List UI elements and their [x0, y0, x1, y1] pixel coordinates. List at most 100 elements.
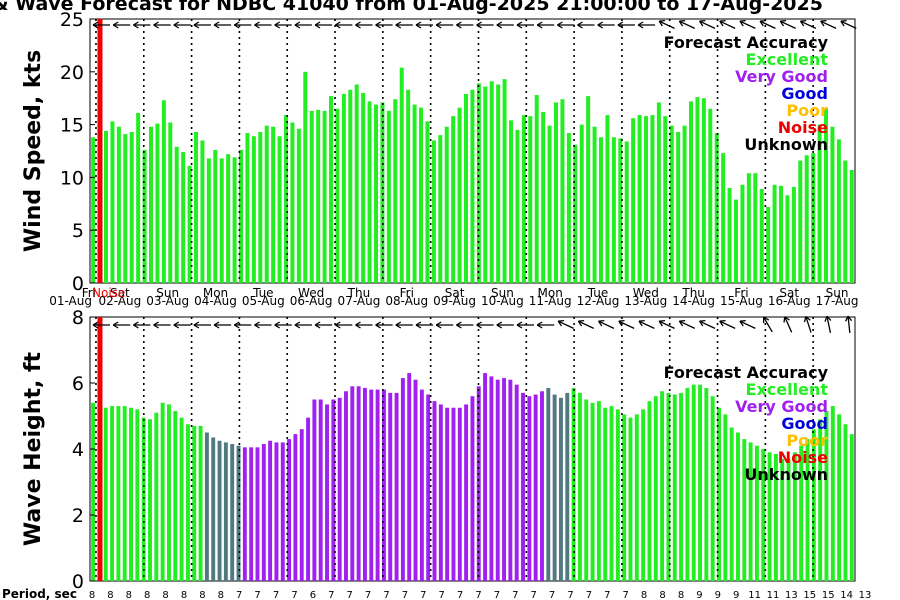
direction-arrow [577, 319, 595, 329]
bar-wind [618, 138, 623, 283]
bar-wind [393, 99, 398, 283]
bar-wind [296, 128, 301, 283]
bar-wave [413, 379, 418, 581]
period-tick-label: 13 [785, 590, 798, 600]
direction-arrow [536, 21, 555, 29]
period-tick-label: 8 [89, 590, 95, 600]
bar-wave [369, 389, 374, 581]
arrow-head [193, 21, 200, 29]
arrow-head [678, 19, 686, 27]
bar-wave [388, 392, 393, 581]
bar-wave [363, 387, 367, 581]
bar-wind [200, 140, 205, 283]
y-tick-label: 15 [60, 115, 84, 137]
bar-wind [354, 84, 359, 283]
bar-wave [508, 379, 513, 581]
arrow-head [395, 21, 402, 29]
arrow-head [840, 19, 847, 27]
bar-wave [672, 394, 677, 581]
bar-wind [849, 170, 854, 283]
bar-wave [698, 384, 702, 581]
bar-wind [470, 89, 475, 283]
bar-wave [830, 406, 835, 581]
bar-wind [566, 133, 571, 283]
period-tick-label: 8 [218, 590, 224, 600]
bar-wave [167, 404, 171, 581]
direction-arrow [153, 321, 171, 329]
bar-wave [641, 409, 646, 581]
bar-wind [650, 115, 655, 283]
bar-wave [438, 404, 443, 581]
bar-wind [457, 107, 462, 283]
period-tick-label: 8 [107, 590, 113, 600]
bar-wave [375, 389, 380, 581]
arrow-shaft [578, 320, 595, 329]
noise-day-label: Noise [92, 286, 125, 300]
bar-wave [584, 399, 589, 581]
bar-wave [837, 414, 842, 581]
legend-entry-poor: Poor [786, 431, 828, 450]
day-name-label: Fri [734, 286, 748, 300]
direction-arrow [476, 21, 494, 29]
legend-entry-very-good: Very Good [735, 397, 828, 416]
day-date-label: 14-Aug [672, 294, 715, 308]
bar-wind [701, 98, 706, 283]
arrow-shaft [820, 20, 837, 29]
bar-wave [419, 389, 424, 581]
arrow-head [516, 21, 523, 29]
day-date-label: 09-Aug [433, 294, 476, 308]
day-date-label: 08-Aug [385, 294, 428, 308]
direction-arrow [456, 21, 474, 29]
bar-wind [836, 139, 841, 283]
bar-wind [168, 122, 173, 284]
period-tick-label: 8 [126, 590, 132, 600]
bar-wave [204, 432, 209, 581]
bar-wind [579, 124, 584, 283]
arrow-head [824, 315, 832, 322]
period-tick-label: 8 [162, 590, 168, 600]
direction-arrow [597, 21, 615, 29]
period-tick-label: 7 [254, 590, 260, 600]
y-tick-label: 4 [72, 439, 84, 461]
direction-arrow [637, 21, 656, 29]
bar-wind [406, 89, 411, 283]
legend-entry-very-good: Very Good [735, 67, 828, 86]
arrow-head [153, 21, 159, 29]
bar-wave [748, 442, 753, 581]
arrow-shaft [826, 316, 832, 333]
period-tick-label: 15 [822, 590, 835, 600]
direction-arrow [783, 316, 793, 333]
bar-wind [232, 157, 237, 283]
day-date-label: 02-Aug [98, 294, 141, 308]
arrow-head [577, 21, 583, 29]
bar-wind [721, 153, 726, 283]
bar-wind [239, 149, 243, 283]
bar-wave [704, 387, 709, 581]
period-tick-label: 9 [715, 590, 721, 600]
bar-wind [586, 96, 591, 283]
arrow-head [496, 21, 503, 29]
arrow-head [213, 21, 220, 29]
direction-arrow [739, 19, 756, 29]
direction-arrow [415, 21, 433, 29]
direction-arrow [355, 321, 373, 329]
bar-wave [590, 402, 595, 581]
arrow-head [415, 21, 422, 29]
period-tick-label: 11 [767, 590, 780, 600]
direction-arrow [213, 21, 232, 29]
direction-arrow [112, 21, 131, 29]
arrow-head [820, 19, 827, 27]
arrow-head [395, 321, 402, 329]
bar-wind [206, 158, 211, 283]
bar-wind [155, 123, 160, 283]
period-tick-label: 14 [840, 590, 853, 600]
bar-wind [785, 195, 790, 283]
wave-height-panel: 0 2 4 6 8 Wave Height, ft Forecast AccuracyExc… [21, 307, 856, 593]
bar-wind [483, 86, 488, 283]
day-date-label: 06-Aug [290, 294, 333, 308]
arrow-head [618, 319, 625, 327]
bar-wave [729, 427, 734, 581]
bar-wind [753, 173, 758, 283]
bar-wind [689, 101, 693, 284]
arrow-shaft [658, 320, 675, 329]
